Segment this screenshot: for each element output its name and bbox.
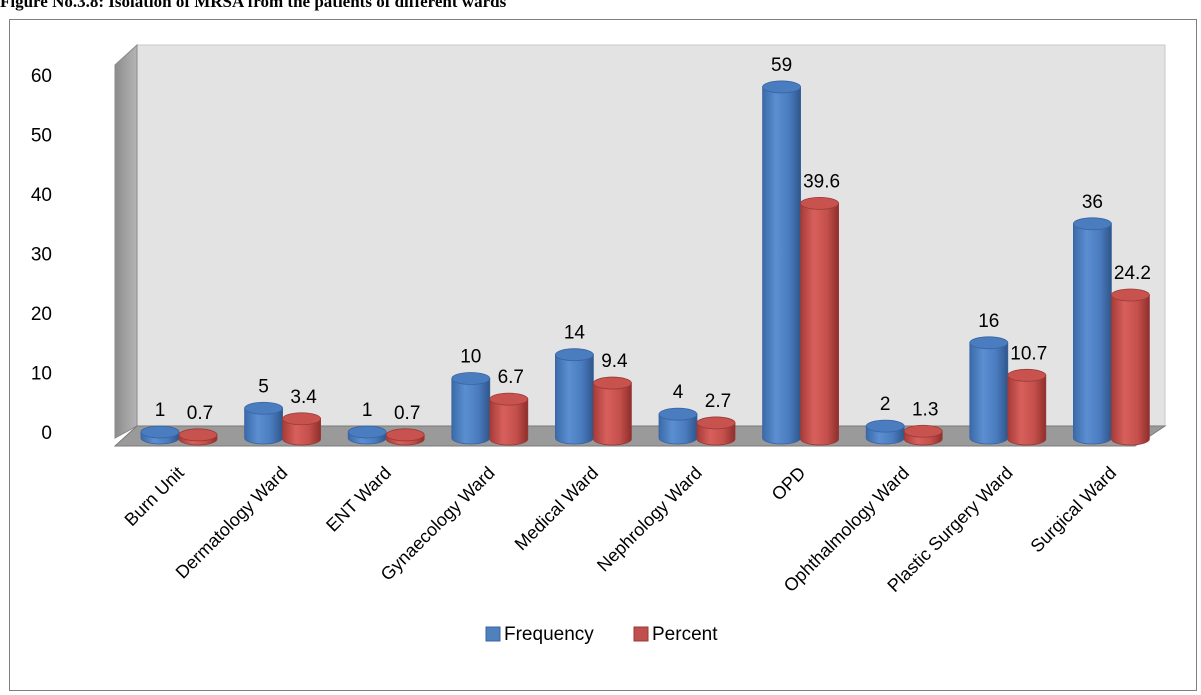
bar-frequency-medical-ward <box>555 348 594 445</box>
bar-percent-opd <box>800 196 839 446</box>
category-label-nephrology-ward: Nephrology Ward <box>593 463 706 576</box>
data-label: 1 <box>362 400 373 421</box>
category-label-gynaecology-ward: Gynaecology Ward <box>377 463 499 585</box>
data-label: 36 <box>1082 192 1103 213</box>
bar-body <box>593 382 632 446</box>
category-label-dermatology-ward: Dermatology Ward <box>172 463 292 583</box>
data-label: 2.7 <box>705 391 731 412</box>
bar-percent-ent-ward <box>385 428 425 446</box>
bar-top <box>489 392 529 406</box>
chart-frame: 0 10 20 30 40 50 60 1 0.7 Burn Unit 5 3.4 Dermatolog… <box>9 19 1197 691</box>
y-tick-label: 40 <box>31 185 52 206</box>
category-label-opd: OPD <box>768 463 810 505</box>
bar-top <box>865 419 905 433</box>
bar-body <box>1007 374 1047 446</box>
bar-frequency-opd <box>762 80 801 445</box>
bar-top <box>385 428 425 442</box>
bar-percent-gynaecology-ward <box>489 392 529 446</box>
bar-top <box>244 401 284 415</box>
y-tick-label: 10 <box>31 364 52 385</box>
bar-top <box>969 336 1009 350</box>
bar-percent-medical-ward <box>593 376 632 446</box>
side-wall <box>114 43 138 439</box>
bar-percent-ophthalmology-ward <box>903 424 943 446</box>
bar-top <box>178 428 218 442</box>
bar-frequency-dermatology-ward <box>244 401 284 445</box>
data-label: 4 <box>673 382 684 403</box>
legend-item-percent: Percent <box>633 624 718 645</box>
bar-top <box>282 412 322 426</box>
bar-percent-plastic-surgery-ward <box>1007 368 1047 446</box>
data-label: 10 <box>460 347 481 368</box>
y-tick-label: 50 <box>31 126 52 147</box>
bar-top <box>555 348 594 362</box>
bar-top <box>762 80 801 94</box>
bar-top <box>593 376 632 390</box>
legend-item-frequency: Frequency <box>485 624 594 645</box>
y-tick-label: 0 <box>41 423 52 444</box>
data-label: 6.7 <box>498 367 524 388</box>
bar-top <box>800 196 839 210</box>
bar-frequency-surgical-ward <box>1073 217 1112 445</box>
y-tick-label: 60 <box>31 66 52 87</box>
category-label-burn-unit: Burn Unit <box>121 463 188 530</box>
legend-label: Frequency <box>504 624 594 645</box>
bar-top <box>347 425 387 439</box>
data-label: 24.2 <box>1114 263 1151 284</box>
bar-frequency-burn-unit <box>140 425 180 445</box>
data-label: 16 <box>978 311 999 332</box>
bar-top <box>696 416 736 430</box>
bar-frequency-nephrology-ward <box>658 407 698 445</box>
bar-body <box>282 418 321 446</box>
legend-swatch <box>633 626 649 642</box>
bar-body <box>489 398 529 446</box>
bar-top <box>1007 368 1047 382</box>
bar-percent-surgical-ward <box>1111 288 1150 446</box>
legend-label: Percent <box>652 624 718 645</box>
legend-swatch <box>485 626 501 642</box>
data-label: 1 <box>155 400 166 421</box>
data-label: 0.7 <box>187 403 213 424</box>
bar-body <box>762 86 801 445</box>
data-label: 1.3 <box>912 399 938 420</box>
data-label: 0.7 <box>394 403 420 424</box>
bar-top <box>140 425 180 439</box>
bar-percent-burn-unit <box>178 428 218 446</box>
bar-frequency-gynaecology-ward <box>451 372 491 445</box>
bar-percent-nephrology-ward <box>696 416 736 446</box>
data-label: 3.4 <box>290 387 317 408</box>
y-tick-label: 30 <box>31 245 52 266</box>
bar-top <box>451 372 491 385</box>
back-wall <box>136 44 1166 427</box>
bar-percent-dermatology-ward <box>282 412 322 446</box>
bar-body <box>451 378 491 445</box>
bar-top <box>1073 217 1112 231</box>
data-label: 9.4 <box>601 351 628 372</box>
category-label-surgical-ward: Surgical Ward <box>1027 463 1121 557</box>
bar-body <box>800 202 839 446</box>
bar-top <box>1111 288 1150 302</box>
bar-top <box>903 424 943 438</box>
category-label-medical-ward: Medical Ward <box>511 463 602 554</box>
data-label: 39.6 <box>803 171 840 192</box>
bar-frequency-ent-ward <box>347 425 387 445</box>
category-label-ent-ward: ENT Ward <box>322 463 395 536</box>
bar-top <box>658 407 698 421</box>
bar-body <box>969 342 1009 445</box>
data-label: 14 <box>564 323 586 344</box>
data-label: 10.7 <box>1010 343 1047 364</box>
bar-body <box>1073 223 1112 445</box>
data-label: 2 <box>880 394 891 415</box>
bar-body <box>555 354 594 445</box>
bar-body <box>1111 294 1150 446</box>
data-label: 59 <box>771 55 792 76</box>
bar-frequency-plastic-surgery-ward <box>969 336 1009 445</box>
y-tick-label: 20 <box>31 304 52 325</box>
figure-caption: Figure No.3.8: Isolation of MRSA from th… <box>0 0 507 11</box>
data-label: 5 <box>258 376 269 397</box>
bar-frequency-ophthalmology-ward <box>865 419 905 445</box>
